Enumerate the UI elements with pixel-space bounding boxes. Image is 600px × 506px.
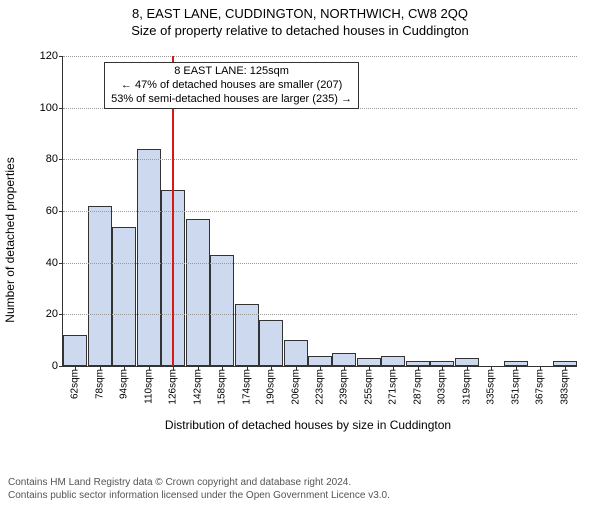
y-tick	[59, 366, 63, 367]
bar	[308, 356, 332, 366]
grid-line	[63, 314, 577, 315]
x-tick-label: 303sqm	[437, 369, 448, 405]
bar	[259, 320, 283, 367]
bar	[137, 149, 161, 366]
x-tick-label: 319sqm	[461, 369, 472, 405]
x-tick-label: 78sqm	[94, 369, 105, 399]
x-tick-label: 174sqm	[241, 369, 252, 405]
x-tick-label: 110sqm	[143, 369, 154, 404]
bar	[210, 255, 234, 366]
bar	[88, 206, 112, 366]
grid-line	[63, 211, 577, 212]
annotation-box: 8 EAST LANE: 125sqm← 47% of detached hou…	[104, 62, 359, 109]
x-tick-label: 255sqm	[363, 369, 374, 405]
bar	[357, 358, 381, 366]
x-tick-label: 239sqm	[339, 369, 350, 405]
bar	[284, 340, 308, 366]
x-tick-label: 335sqm	[486, 369, 497, 405]
x-tick-label: 158sqm	[217, 369, 228, 405]
annotation-line: 53% of semi-detached houses are larger (…	[111, 93, 352, 107]
chart-subtitle: Size of property relative to detached ho…	[0, 23, 600, 38]
chart-container: Number of detached properties 0204060801…	[28, 50, 588, 430]
x-tick-label: 142sqm	[192, 369, 203, 405]
y-tick-label: 0	[52, 360, 58, 372]
x-axis-label: Distribution of detached houses by size …	[165, 418, 451, 432]
grid-line	[63, 56, 577, 57]
grid-line	[63, 263, 577, 264]
x-tick-label: 62sqm	[70, 369, 81, 399]
y-tick-label: 60	[46, 205, 58, 217]
x-tick-label: 206sqm	[290, 369, 301, 405]
annotation-line: 8 EAST LANE: 125sqm	[111, 65, 352, 79]
bar	[186, 219, 210, 366]
y-tick-label: 120	[40, 50, 58, 62]
y-tick	[59, 314, 63, 315]
x-tick-label: 223sqm	[315, 369, 326, 405]
x-tick-label: 94sqm	[119, 369, 130, 399]
y-tick	[59, 108, 63, 109]
footer-line-2: Contains public sector information licen…	[8, 490, 390, 503]
y-tick-label: 40	[46, 257, 58, 269]
x-tick-label: 383sqm	[559, 369, 570, 405]
y-axis-label: Number of detached properties	[3, 157, 17, 322]
x-tick-label: 190sqm	[266, 369, 277, 405]
x-tick-label: 126sqm	[168, 369, 179, 405]
footer-line-1: Contains HM Land Registry data © Crown c…	[8, 477, 390, 490]
y-tick	[59, 211, 63, 212]
plot-area: 02040608010012062sqm78sqm94sqm110sqm126s…	[62, 56, 577, 367]
bar	[63, 335, 87, 366]
y-tick	[59, 263, 63, 264]
bar	[455, 358, 479, 366]
y-tick-label: 100	[40, 102, 58, 114]
y-tick	[59, 56, 63, 57]
x-tick-label: 271sqm	[388, 369, 399, 405]
x-tick-label: 367sqm	[535, 369, 546, 405]
x-tick-label: 287sqm	[412, 369, 423, 405]
annotation-line: ← 47% of detached houses are smaller (20…	[111, 79, 352, 93]
y-tick	[59, 159, 63, 160]
grid-line	[63, 159, 577, 160]
y-tick-label: 20	[46, 308, 58, 320]
x-tick-label: 351sqm	[510, 369, 521, 405]
bar	[235, 304, 259, 366]
page-title: 8, EAST LANE, CUDDINGTON, NORTHWICH, CW8…	[0, 6, 600, 21]
bar	[112, 227, 136, 367]
bar	[332, 353, 356, 366]
attribution-footer: Contains HM Land Registry data © Crown c…	[8, 477, 390, 502]
bar	[381, 356, 405, 366]
y-tick-label: 80	[46, 153, 58, 165]
